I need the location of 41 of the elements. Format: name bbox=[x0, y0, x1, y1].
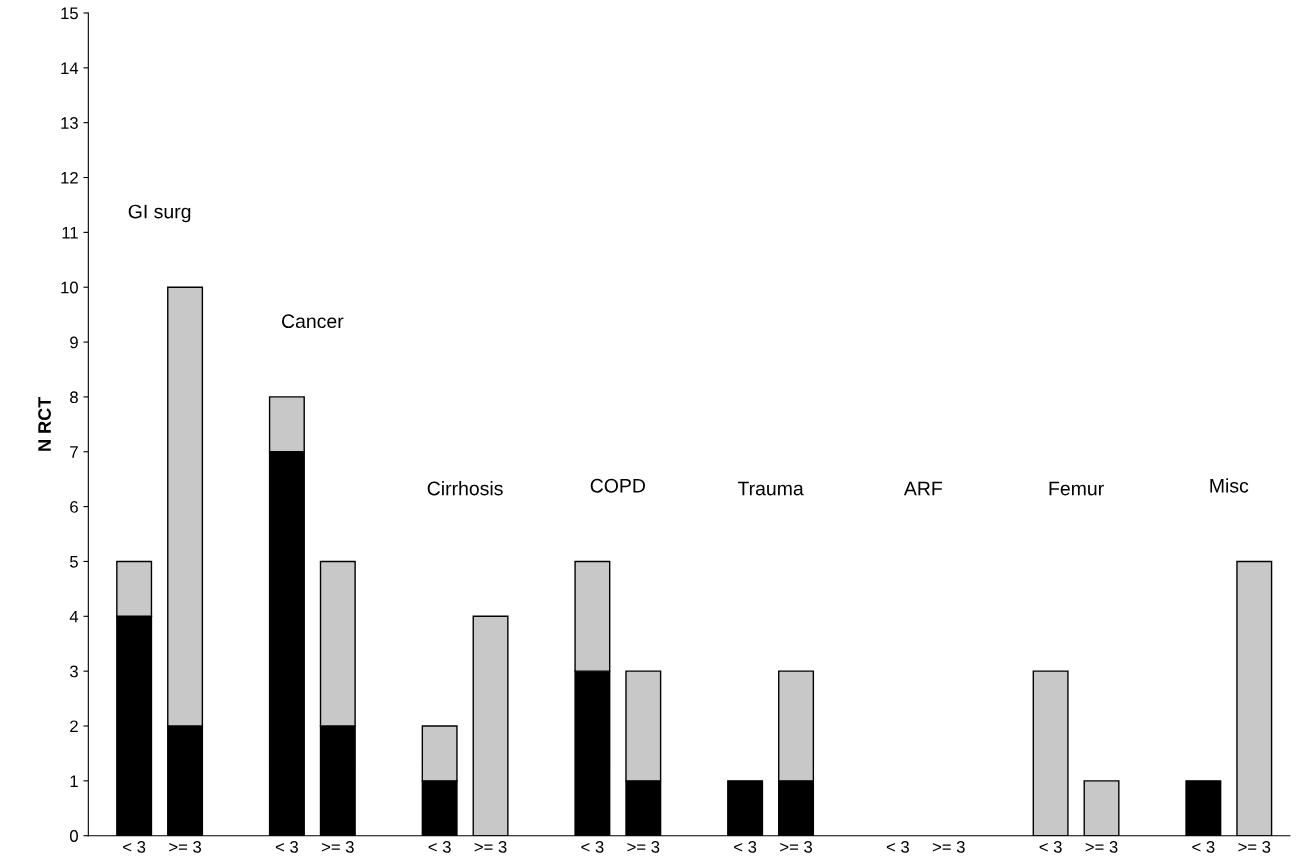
y-tick-label: 2 bbox=[70, 720, 78, 733]
y-tick-label: 10 bbox=[61, 281, 78, 294]
annotation: Trauma bbox=[737, 481, 804, 496]
y-tick-label: 9 bbox=[70, 336, 78, 349]
x-tick-label: < 3 bbox=[734, 840, 757, 853]
x-tick-label: >= 3 bbox=[1238, 840, 1271, 853]
y-tick-label: 4 bbox=[69, 610, 79, 623]
x-tick-label: >= 3 bbox=[474, 840, 507, 853]
x-tick-label: < 3 bbox=[123, 840, 146, 853]
y-tick-label: 5 bbox=[70, 556, 78, 568]
annotation: ARF bbox=[903, 481, 942, 496]
annotation: Misc bbox=[1210, 478, 1249, 493]
x-tick-label: < 3 bbox=[886, 840, 909, 853]
annotation: GI surg bbox=[128, 204, 191, 223]
y-tick-label: 7 bbox=[70, 446, 78, 458]
x-tick-label: < 3 bbox=[1039, 840, 1062, 853]
y-axis-title: N RCT bbox=[38, 396, 51, 451]
x-tick-label: >= 3 bbox=[627, 840, 660, 853]
y-tick-label: 3 bbox=[69, 665, 78, 678]
annotation: Cancer bbox=[282, 314, 344, 329]
x-tick-label: < 3 bbox=[1192, 840, 1215, 853]
annotation: COPD bbox=[590, 478, 645, 493]
annotation: Femur bbox=[1049, 481, 1104, 496]
y-tick-label: 11 bbox=[62, 226, 78, 239]
x-tick-label: < 3 bbox=[428, 840, 451, 853]
y-tick-label: 13 bbox=[61, 117, 78, 129]
x-tick-label: < 3 bbox=[275, 840, 298, 853]
x-tick-label: >= 3 bbox=[780, 840, 812, 853]
x-tick-label: >= 3 bbox=[321, 840, 354, 853]
x-tick-label: >= 3 bbox=[932, 840, 965, 853]
y-tick-label: 14 bbox=[61, 62, 79, 74]
y-tick-label: 0 bbox=[69, 830, 78, 842]
x-tick-label: < 3 bbox=[581, 840, 604, 853]
y-tick-label: 6 bbox=[70, 501, 78, 513]
annotation: Cirrhosis bbox=[427, 481, 503, 496]
y-tick-label: 8 bbox=[70, 391, 78, 404]
y-tick-label: 15 bbox=[61, 7, 78, 20]
x-tick-label: >= 3 bbox=[169, 840, 202, 853]
y-tick-label: 1 bbox=[70, 775, 78, 787]
x-tick-label: >= 3 bbox=[1085, 840, 1118, 853]
y-tick-label: 12 bbox=[61, 171, 78, 184]
